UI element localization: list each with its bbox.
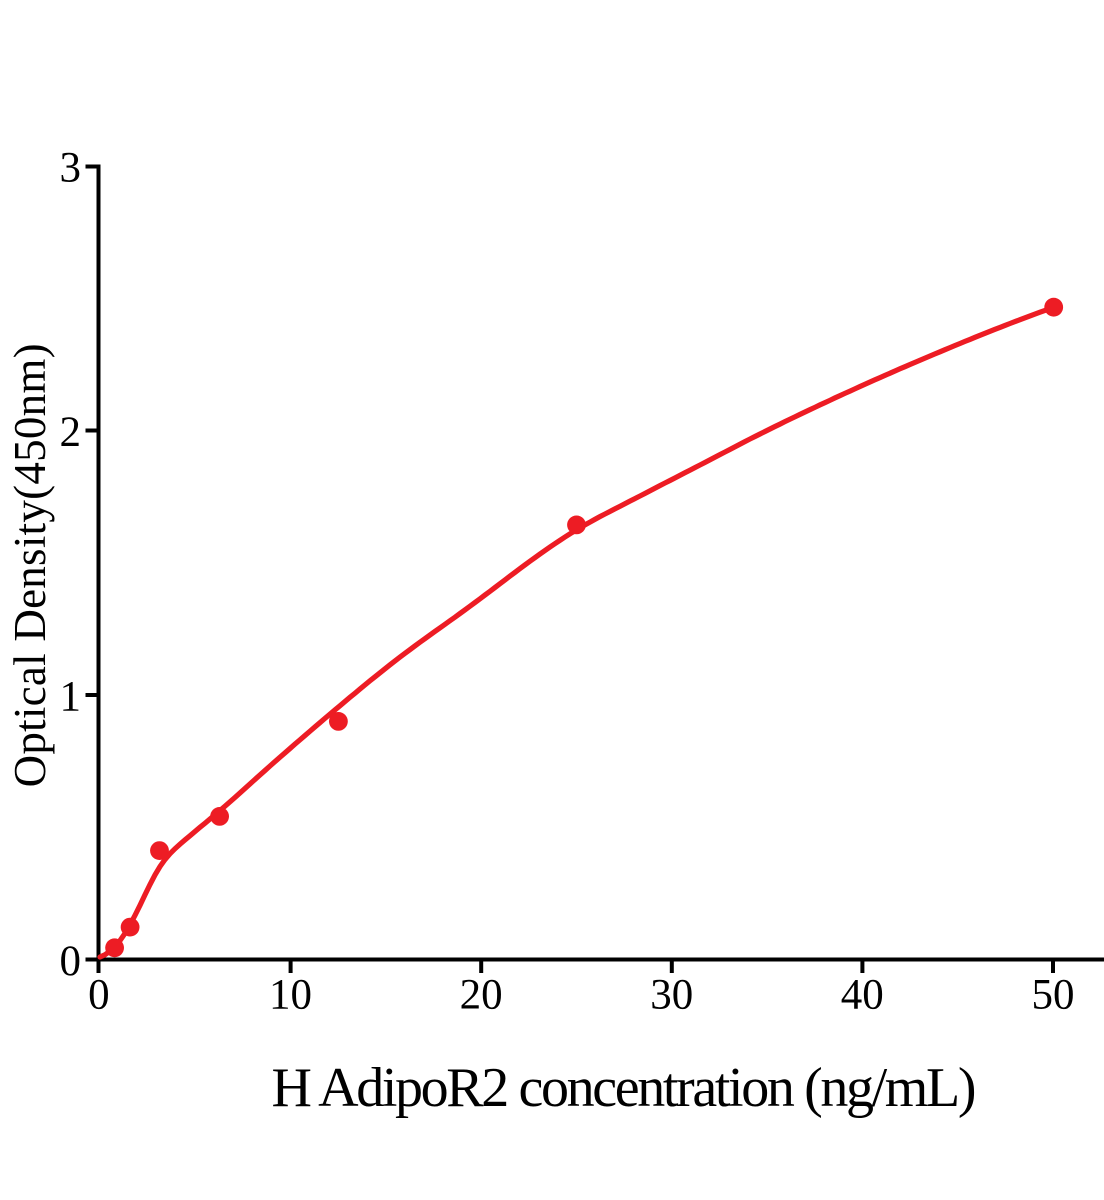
svg-text:3: 3 bbox=[60, 145, 82, 192]
svg-text:0: 0 bbox=[88, 972, 110, 1019]
svg-text:10: 10 bbox=[269, 972, 312, 1019]
svg-text:1: 1 bbox=[60, 674, 82, 721]
svg-text:20: 20 bbox=[460, 972, 503, 1019]
svg-text:0: 0 bbox=[60, 938, 82, 985]
svg-text:50: 50 bbox=[1032, 972, 1075, 1019]
svg-text:30: 30 bbox=[650, 972, 693, 1019]
svg-text:40: 40 bbox=[841, 972, 884, 1019]
svg-text:H AdipoR2 concentration (ng/mL: H AdipoR2 concentration (ng/mL) bbox=[272, 1057, 977, 1119]
svg-text:2: 2 bbox=[60, 409, 82, 456]
svg-text:Optical Density(450nm): Optical Density(450nm) bbox=[5, 343, 55, 787]
